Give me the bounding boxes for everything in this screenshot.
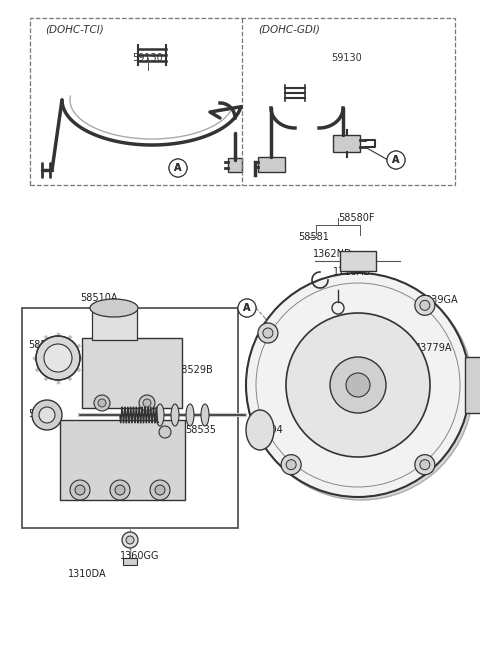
Bar xyxy=(228,158,242,172)
Text: 58580F: 58580F xyxy=(338,213,374,223)
Circle shape xyxy=(258,323,278,343)
Text: 43779A: 43779A xyxy=(415,343,453,353)
Text: 17104: 17104 xyxy=(253,425,284,435)
Circle shape xyxy=(75,485,85,495)
Circle shape xyxy=(415,455,435,475)
Circle shape xyxy=(281,455,301,475)
Circle shape xyxy=(159,426,171,438)
Circle shape xyxy=(155,485,165,495)
Ellipse shape xyxy=(201,404,209,426)
Circle shape xyxy=(94,395,110,411)
Text: 58535: 58535 xyxy=(185,425,216,435)
Circle shape xyxy=(139,395,155,411)
Text: 1362ND: 1362ND xyxy=(313,249,353,259)
Circle shape xyxy=(420,460,430,470)
Text: (DOHC-TCI): (DOHC-TCI) xyxy=(45,25,104,35)
Circle shape xyxy=(346,373,370,397)
Circle shape xyxy=(387,151,405,169)
Text: 58581: 58581 xyxy=(298,232,329,242)
Text: 1310DA: 1310DA xyxy=(68,569,107,579)
Text: 58510A: 58510A xyxy=(80,293,118,303)
Circle shape xyxy=(150,480,170,500)
Text: 58672: 58672 xyxy=(28,409,59,419)
Text: A: A xyxy=(243,303,251,313)
Circle shape xyxy=(44,344,72,372)
Text: A: A xyxy=(392,155,400,165)
Bar xyxy=(333,135,360,152)
Text: A: A xyxy=(174,163,182,173)
Circle shape xyxy=(36,336,80,380)
Text: 1360GG: 1360GG xyxy=(120,551,159,561)
Ellipse shape xyxy=(90,299,138,317)
Circle shape xyxy=(122,532,138,548)
Text: 1710AB: 1710AB xyxy=(333,267,371,277)
Bar xyxy=(465,357,480,413)
Text: 58529B: 58529B xyxy=(175,365,213,375)
Bar xyxy=(340,251,376,271)
Bar xyxy=(92,310,137,340)
Text: 58525A: 58525A xyxy=(120,447,158,457)
Circle shape xyxy=(98,399,106,407)
Ellipse shape xyxy=(246,410,274,450)
Text: 1339GA: 1339GA xyxy=(420,295,458,305)
Circle shape xyxy=(330,357,386,413)
Text: 59130: 59130 xyxy=(132,53,163,63)
Bar xyxy=(258,157,285,172)
Circle shape xyxy=(415,295,435,316)
Text: 58531A: 58531A xyxy=(28,340,65,350)
Circle shape xyxy=(70,480,90,500)
Circle shape xyxy=(238,299,256,317)
Circle shape xyxy=(249,276,473,500)
Ellipse shape xyxy=(171,404,179,426)
Text: A: A xyxy=(392,155,400,165)
Circle shape xyxy=(246,273,470,497)
Bar xyxy=(30,18,455,185)
Circle shape xyxy=(115,485,125,495)
Text: 59130: 59130 xyxy=(332,53,362,63)
Circle shape xyxy=(110,480,130,500)
Circle shape xyxy=(169,159,187,177)
Ellipse shape xyxy=(156,404,164,426)
Circle shape xyxy=(238,299,256,317)
Bar xyxy=(82,338,182,408)
Bar xyxy=(123,558,137,565)
Text: 59110B: 59110B xyxy=(348,443,385,453)
Circle shape xyxy=(169,159,187,177)
Text: A: A xyxy=(174,163,182,173)
Bar xyxy=(22,308,238,528)
Text: (DOHC-GDI): (DOHC-GDI) xyxy=(258,25,320,35)
Circle shape xyxy=(286,313,430,457)
Ellipse shape xyxy=(186,404,194,426)
Circle shape xyxy=(420,300,430,310)
Circle shape xyxy=(286,460,296,470)
Bar xyxy=(60,420,185,500)
Circle shape xyxy=(126,536,134,544)
Circle shape xyxy=(39,407,55,423)
Circle shape xyxy=(263,328,273,338)
Circle shape xyxy=(387,151,405,169)
Circle shape xyxy=(143,399,151,407)
Text: A: A xyxy=(243,303,251,313)
Circle shape xyxy=(32,400,62,430)
